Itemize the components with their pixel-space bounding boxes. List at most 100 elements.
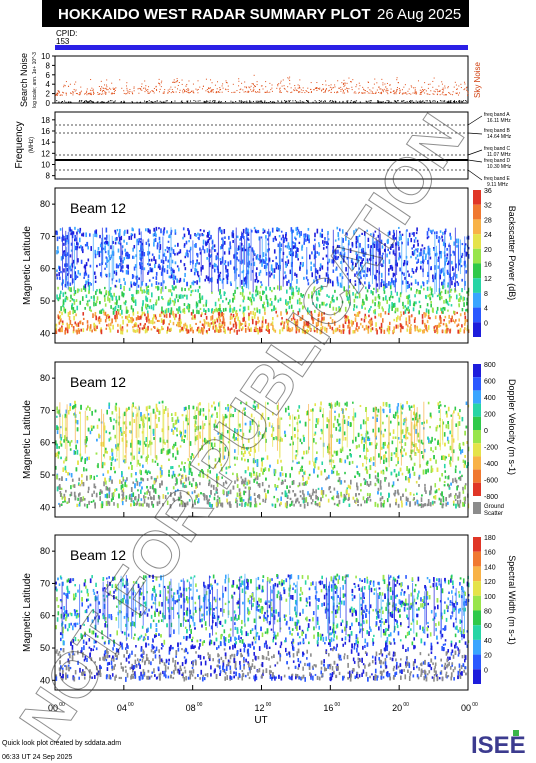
data-cell	[342, 324, 345, 329]
data-cell	[407, 324, 409, 328]
data-streak	[235, 247, 237, 290]
data-cell	[414, 317, 416, 320]
noise-point	[404, 92, 406, 94]
data-cell	[259, 291, 261, 295]
data-cell	[255, 231, 258, 234]
data-cell	[432, 278, 435, 283]
data-cell	[441, 329, 444, 333]
noise-point	[245, 86, 247, 88]
data-cell	[179, 318, 182, 323]
data-cell	[408, 294, 411, 299]
data-streak	[73, 242, 75, 294]
data-cell	[185, 417, 187, 422]
data-cell	[228, 249, 231, 255]
data-cell	[70, 287, 72, 293]
data-cell	[423, 287, 425, 291]
data-cell	[409, 299, 411, 303]
data-cell	[119, 228, 121, 233]
data-cell	[206, 248, 209, 253]
noise-point	[279, 88, 281, 90]
data-cell	[380, 282, 383, 288]
data-cell	[218, 274, 221, 280]
data-cell	[379, 482, 382, 488]
data-cell	[261, 325, 264, 328]
data-cell	[102, 309, 105, 314]
colorbar-segment	[473, 190, 481, 205]
data-cell	[277, 243, 280, 248]
data-cell	[229, 281, 232, 284]
data-cell	[70, 249, 73, 252]
noise-point	[113, 93, 115, 95]
search-noise-point	[458, 100, 460, 102]
data-cell	[374, 309, 376, 315]
data-cell	[289, 328, 292, 333]
search-noise-point	[377, 100, 379, 102]
data-cell	[338, 307, 341, 313]
noise-point	[382, 84, 384, 86]
data-cell	[143, 324, 145, 329]
data-cell	[253, 250, 255, 255]
data-cell	[416, 239, 419, 243]
search-noise-point	[187, 101, 189, 103]
data-cell	[381, 263, 383, 268]
noise-point	[297, 87, 299, 89]
data-cell	[103, 241, 106, 245]
search-noise-point	[306, 100, 308, 102]
data-cell	[420, 497, 423, 503]
noise-point	[106, 86, 108, 88]
data-cell	[389, 246, 392, 251]
noise-point	[192, 90, 194, 92]
data-cell	[70, 232, 72, 236]
data-cell	[462, 459, 465, 463]
data-cell	[389, 264, 392, 270]
data-cell	[126, 323, 129, 327]
data-cell	[376, 283, 379, 287]
data-cell	[96, 296, 99, 301]
data-cell	[122, 259, 124, 264]
data-cell	[167, 240, 170, 243]
data-cell	[366, 267, 369, 273]
search-noise-point	[132, 101, 134, 103]
data-cell	[390, 243, 393, 248]
data-cell	[253, 314, 256, 319]
data-cell	[430, 267, 432, 271]
data-cell	[257, 280, 260, 283]
data-cell	[191, 471, 193, 477]
data-cell	[155, 299, 158, 305]
noise-point	[294, 87, 296, 89]
data-cell	[403, 259, 406, 265]
data-streak	[428, 245, 430, 283]
data-cell	[103, 454, 105, 457]
data-cell	[199, 482, 201, 486]
data-cell	[336, 296, 338, 301]
data-cell	[153, 238, 156, 243]
data-cell	[195, 268, 198, 273]
noise-point	[367, 87, 369, 89]
noise-point	[350, 81, 352, 83]
noise-point	[111, 92, 113, 94]
noise-point	[369, 89, 371, 91]
data-cell	[296, 461, 298, 465]
data-cell	[341, 229, 344, 234]
data-cell	[326, 303, 328, 306]
search-noise-point	[264, 101, 266, 103]
data-cell	[344, 236, 347, 241]
data-cell	[237, 259, 240, 262]
search-noise-point	[151, 101, 153, 103]
noise-point	[372, 91, 374, 93]
data-cell	[377, 248, 380, 252]
search-noise-point	[453, 100, 455, 102]
data-cell	[265, 295, 268, 301]
data-cell	[240, 237, 242, 241]
noise-point	[363, 89, 365, 91]
search-noise-point	[232, 101, 234, 103]
data-cell	[340, 329, 343, 334]
data-cell	[86, 503, 89, 509]
data-cell	[167, 260, 170, 263]
noise-point	[238, 80, 240, 82]
data-cell	[382, 421, 384, 425]
data-cell	[185, 240, 188, 245]
data-cell	[84, 264, 87, 270]
noise-point	[221, 91, 223, 93]
data-cell	[235, 309, 238, 313]
